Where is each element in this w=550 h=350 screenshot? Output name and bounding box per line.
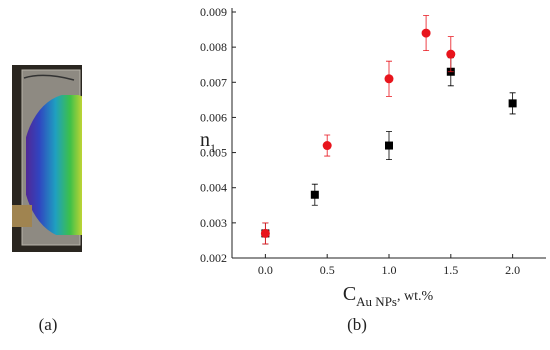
x-tick-label: 0.0 [258, 263, 273, 277]
marker [421, 28, 431, 38]
y-tick-label: 0.005 [200, 146, 227, 160]
marker [385, 141, 393, 150]
photo [12, 65, 82, 252]
marker [322, 141, 332, 151]
plot: n1 CAu NPs, wt.% [200, 8, 546, 309]
x-label-sub: Au NPs [356, 294, 397, 309]
panel-label: (b) [347, 315, 367, 334]
marker [508, 99, 517, 108]
y-axis-label: n1 [200, 129, 216, 155]
x-label-main: C [343, 283, 356, 305]
y-tick-label: 0.006 [200, 110, 227, 124]
y-tick-label: 0.009 [200, 5, 227, 19]
y-tick-label: 0.003 [200, 216, 227, 230]
y-tick-label: 0.002 [200, 251, 227, 265]
y-tick-label: 0.007 [200, 75, 227, 89]
y-label-sub: 1 [210, 141, 216, 155]
x-tick-label: 2.0 [505, 263, 520, 277]
x-label-suffix: , wt.% [397, 289, 434, 304]
marker [384, 74, 394, 84]
marker [446, 49, 456, 59]
panel-label: (a) [39, 315, 58, 334]
x-tick-label: 0.5 [320, 263, 335, 277]
x-tick-label: 1.5 [443, 263, 458, 277]
y-tick-label: 0.004 [200, 181, 227, 195]
marker [260, 228, 270, 238]
marker [310, 190, 319, 199]
x-tick-label: 1.0 [382, 263, 397, 277]
x-axis-label: CAu NPs, wt.% [343, 283, 434, 309]
y-label-main: n [200, 129, 210, 151]
y-tick-label: 0.008 [200, 40, 227, 54]
